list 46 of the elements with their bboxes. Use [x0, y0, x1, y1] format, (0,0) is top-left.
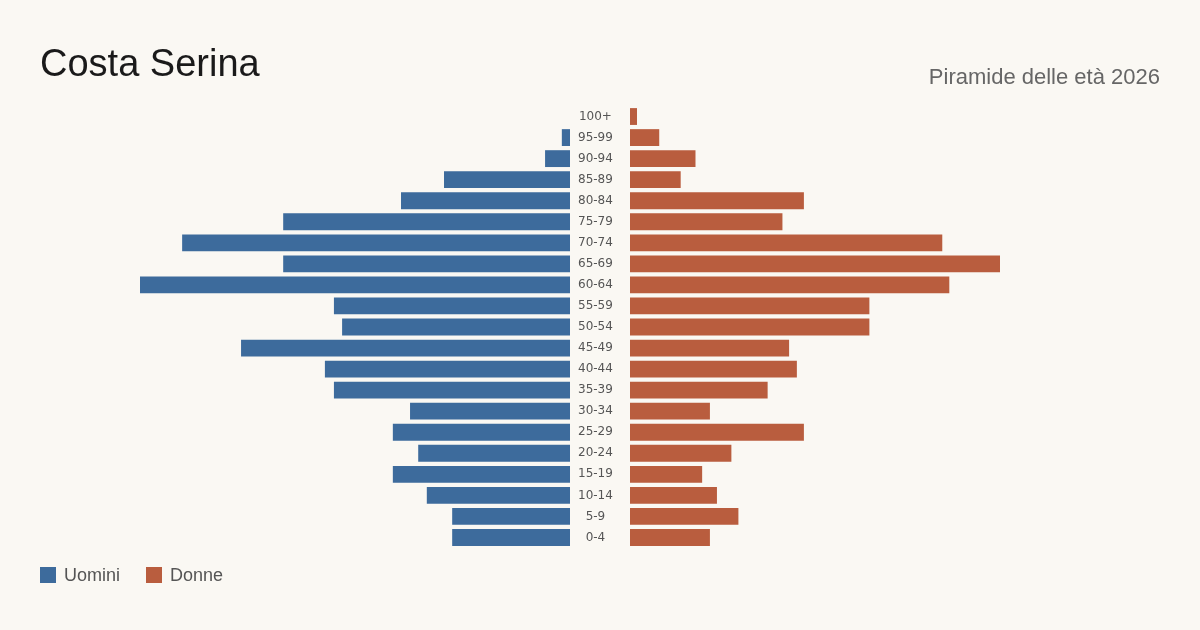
y-tick-label: 45-49 [578, 340, 613, 355]
y-tick-label: 40-44 [578, 361, 613, 376]
bar [630, 108, 638, 125]
bar [630, 444, 732, 462]
bar [630, 129, 660, 146]
y-tick-label: 25-29 [578, 424, 613, 439]
bar [630, 402, 710, 420]
bar [630, 423, 804, 441]
y-tick-label: 85-89 [578, 171, 613, 186]
y-tick-label: 20-24 [578, 445, 613, 460]
y-tick-label: 80-84 [578, 192, 613, 207]
y-tick-label: 55-59 [578, 298, 613, 313]
legend-label: Donne [169, 565, 224, 586]
y-tick-label: 75-79 [578, 213, 613, 228]
y-tick-label: 0-4 [585, 529, 606, 544]
bar [630, 486, 717, 504]
y-tick-label: 65-69 [578, 255, 613, 270]
bar [630, 255, 1000, 273]
text: Piramide delle età 2026 [928, 64, 1160, 90]
y-tick-label: 95-99 [578, 129, 613, 144]
y-tick-label: 90-94 [578, 150, 613, 165]
legend-label: Uomini [63, 565, 121, 586]
y-tick-label: 5-9 [585, 508, 606, 523]
y-tick-label: 60-64 [578, 277, 613, 292]
bar [630, 213, 783, 231]
bar [630, 297, 870, 315]
y-tick-label: 100+ [578, 108, 612, 123]
y-tick-label: 30-34 [578, 403, 613, 418]
bar [630, 529, 710, 546]
bar [630, 150, 696, 168]
bar [630, 318, 870, 336]
bar [630, 234, 943, 252]
bar [630, 171, 681, 189]
chart-title: Costa Serina [40, 42, 260, 85]
y-tick-label: 10-14 [578, 487, 613, 502]
bar [630, 465, 703, 483]
y-tick-label: 70-74 [578, 234, 613, 249]
bar [630, 360, 797, 378]
bar [630, 192, 804, 210]
y-tick-label: 35-39 [578, 382, 613, 397]
bar [630, 276, 950, 294]
y-tick-label: 50-54 [578, 319, 613, 334]
y-tick-label: 15-19 [578, 466, 613, 481]
bar [630, 508, 739, 525]
bar [630, 381, 768, 399]
bar [630, 339, 790, 357]
